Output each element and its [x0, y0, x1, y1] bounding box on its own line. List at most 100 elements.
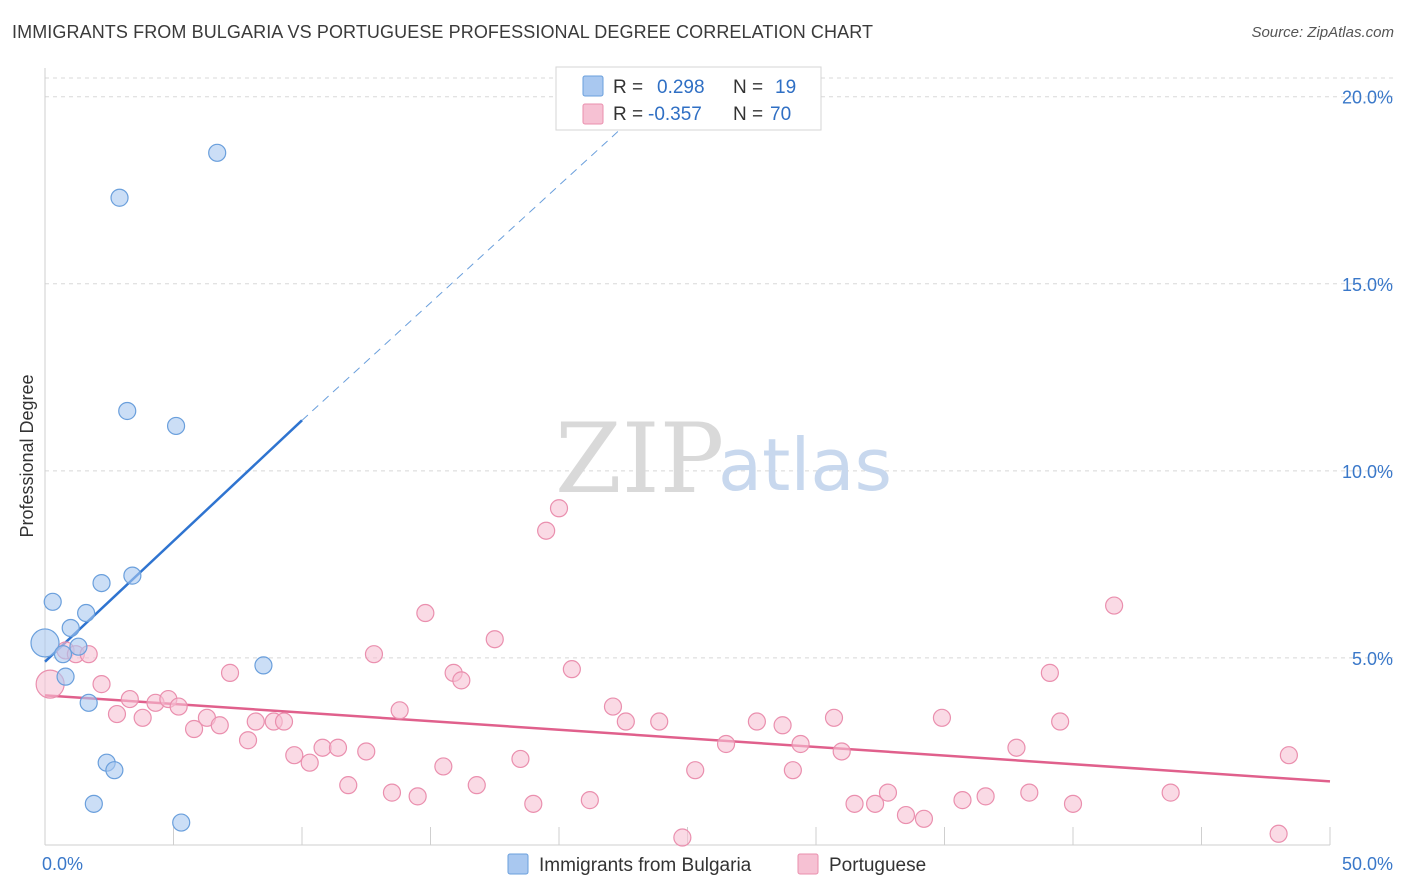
- point-portuguese-15: [238, 731, 258, 750]
- point-portuguese-7: [133, 708, 152, 727]
- point-portuguese-50: [791, 734, 810, 754]
- point-bulgaria-5: [69, 637, 88, 656]
- legend-r-label-portuguese: R =: [613, 104, 643, 125]
- point-portuguese-33: [467, 776, 486, 795]
- point-portuguese-49: [783, 761, 802, 780]
- point-bulgaria-11: [105, 761, 124, 780]
- point-portuguese-54: [866, 794, 885, 813]
- point-portuguese-47: [747, 712, 766, 731]
- point-bulgaria-7: [79, 693, 98, 712]
- legend-r-label-bulgaria: R =: [613, 77, 643, 98]
- point-portuguese-55: [878, 783, 898, 802]
- point-portuguese-66: [1105, 596, 1124, 615]
- point-bulgaria-9: [92, 573, 111, 593]
- point-portuguese-39: [562, 660, 581, 679]
- point-portuguese-22: [328, 738, 348, 757]
- point-bulgaria-4: [61, 618, 80, 638]
- point-portuguese-65: [1063, 794, 1083, 813]
- point-portuguese-25: [364, 645, 384, 664]
- legend-n-value-bulgaria: 19: [775, 77, 796, 98]
- grid-lines: [45, 77, 1395, 659]
- point-portuguese-14: [220, 663, 240, 682]
- point-portuguese-56: [896, 805, 916, 825]
- point-portuguese-41: [603, 697, 623, 716]
- point-portuguese-46: [716, 734, 736, 754]
- point-portuguese-35: [511, 749, 530, 769]
- point-portuguese-21: [313, 738, 332, 757]
- point-portuguese-59: [953, 791, 972, 810]
- point-portuguese-53: [845, 794, 864, 813]
- point-portuguese-30: [434, 757, 453, 776]
- point-portuguese-27: [390, 701, 409, 720]
- point-portuguese-62: [1020, 783, 1039, 802]
- point-portuguese-4: [92, 675, 111, 694]
- y-tick-label-5: 5.0%: [1352, 649, 1393, 669]
- point-portuguese-44: [673, 828, 692, 847]
- y-axis-label: Professional Degree: [17, 374, 37, 537]
- point-portuguese-69: [1279, 746, 1298, 765]
- point-bulgaria-6: [77, 603, 96, 623]
- x-tick-label-max: 50.0%: [1342, 854, 1393, 874]
- series-legend-label-portuguese: Portuguese: [829, 855, 926, 876]
- point-bulgaria-8: [84, 794, 103, 813]
- legend-swatch-portuguese: [582, 103, 604, 125]
- watermark: ZIP atlas: [555, 403, 892, 515]
- point-portuguese-37: [537, 521, 556, 540]
- point-portuguese-16: [246, 712, 265, 731]
- point-bulgaria-17: [208, 143, 227, 162]
- point-portuguese-45: [686, 761, 705, 780]
- point-bulgaria-3: [56, 667, 75, 686]
- point-portuguese-57: [914, 809, 934, 828]
- legend-r-value-portuguese: -0.357: [648, 104, 702, 125]
- correlation-legend: R = 0.298 N = 19 R = -0.357 N = 70: [555, 66, 822, 131]
- point-portuguese-52: [832, 742, 851, 761]
- watermark-atlas: atlas: [718, 423, 892, 507]
- series-legend-label-bulgaria: Immigrants from Bulgaria: [539, 855, 752, 876]
- point-portuguese-13: [210, 716, 229, 735]
- point-portuguese-24: [357, 742, 376, 761]
- legend-r-value-bulgaria: 0.298: [657, 77, 705, 98]
- point-bulgaria-0: [30, 628, 60, 658]
- watermark-zip: ZIP: [555, 403, 724, 515]
- point-portuguese-67: [1161, 783, 1180, 802]
- point-portuguese-23: [339, 776, 358, 795]
- tick-labels: 5.0% 10.0% 15.0% 20.0% 0.0% 50.0%: [42, 88, 1393, 874]
- point-bulgaria-13: [118, 401, 137, 421]
- point-portuguese-63: [1040, 663, 1059, 682]
- point-portuguese-38: [549, 499, 569, 518]
- data-points: [30, 143, 1298, 847]
- y-tick-label-10: 10.0%: [1342, 462, 1393, 482]
- point-portuguese-10: [169, 697, 188, 716]
- point-bulgaria-1: [43, 592, 62, 611]
- point-bulgaria-14: [123, 566, 142, 585]
- chart-title: IMMIGRANTS FROM BULGARIA VS PORTUGUESE P…: [12, 22, 874, 42]
- legend-n-label-portuguese: N =: [733, 104, 763, 125]
- legend-swatch-bulgaria: [582, 75, 604, 97]
- point-bulgaria-15: [166, 416, 186, 436]
- legend-n-value-portuguese: 70: [770, 104, 791, 125]
- point-portuguese-19: [285, 746, 304, 765]
- point-portuguese-40: [580, 791, 599, 810]
- point-portuguese-26: [382, 783, 402, 802]
- point-portuguese-58: [932, 708, 952, 727]
- point-bulgaria-2: [53, 645, 73, 664]
- trend-extension-bulgaria: [301, 126, 624, 421]
- point-bulgaria-12: [110, 188, 129, 207]
- legend-n-label-bulgaria: N =: [733, 77, 763, 98]
- point-portuguese-18: [274, 712, 294, 731]
- y-tick-label-20: 20.0%: [1342, 88, 1393, 108]
- series-legend-swatch-portuguese: [797, 853, 819, 875]
- series-legend-swatch-bulgaria: [507, 853, 529, 875]
- point-portuguese-36: [524, 794, 543, 813]
- point-portuguese-32: [452, 671, 471, 690]
- point-portuguese-51: [824, 708, 844, 727]
- point-portuguese-28: [408, 787, 427, 806]
- point-portuguese-64: [1051, 712, 1070, 731]
- y-tick-label-15: 15.0%: [1342, 275, 1393, 295]
- trend-line-bulgaria: [44, 419, 303, 663]
- point-portuguese-11: [184, 719, 204, 739]
- point-portuguese-5: [107, 704, 127, 724]
- chart-source: Source: ZipAtlas.com: [1251, 24, 1394, 41]
- point-portuguese-48: [773, 716, 792, 735]
